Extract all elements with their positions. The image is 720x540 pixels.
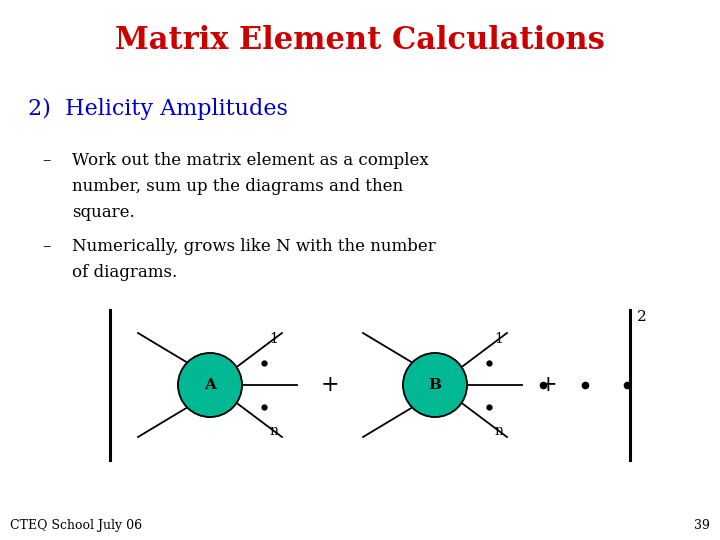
- Text: Matrix Element Calculations: Matrix Element Calculations: [115, 25, 605, 56]
- Text: number, sum up the diagrams and then: number, sum up the diagrams and then: [72, 178, 403, 195]
- Circle shape: [403, 353, 467, 417]
- Text: CTEQ School July 06: CTEQ School July 06: [10, 519, 142, 532]
- Text: of diagrams.: of diagrams.: [72, 264, 177, 281]
- Text: –: –: [42, 238, 50, 255]
- Text: n: n: [269, 424, 278, 438]
- Text: +: +: [539, 374, 557, 396]
- Text: n: n: [494, 424, 503, 438]
- Text: 39: 39: [694, 519, 710, 532]
- Text: Work out the matrix element as a complex: Work out the matrix element as a complex: [72, 152, 428, 169]
- Text: Numerically, grows like N with the number: Numerically, grows like N with the numbe…: [72, 238, 436, 255]
- Text: 1: 1: [494, 332, 503, 346]
- Text: +: +: [320, 374, 339, 396]
- Text: B: B: [428, 378, 441, 392]
- Text: A: A: [204, 378, 216, 392]
- Text: 2)  Helicity Amplitudes: 2) Helicity Amplitudes: [28, 98, 288, 120]
- Text: 1: 1: [269, 332, 278, 346]
- Circle shape: [178, 353, 242, 417]
- Text: 2: 2: [637, 310, 647, 324]
- Text: –: –: [42, 152, 50, 169]
- Text: square.: square.: [72, 204, 135, 221]
